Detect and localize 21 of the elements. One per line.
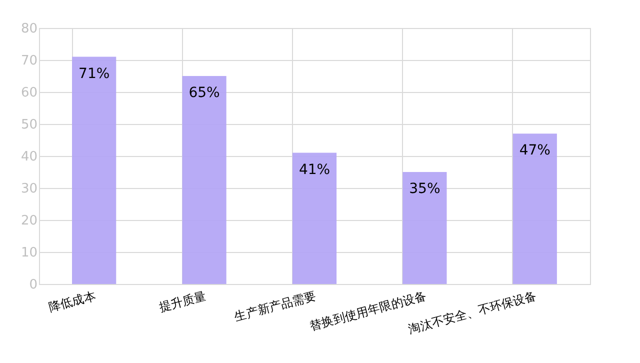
y-tick-label: 50 <box>20 118 38 132</box>
y-tick-label: 30 <box>20 182 38 196</box>
bar <box>72 56 116 284</box>
bar <box>292 152 337 284</box>
bar <box>182 76 226 284</box>
data-label: 65% <box>188 85 220 101</box>
data-label: 35% <box>409 181 440 197</box>
y-tick-label: 0 <box>29 278 38 292</box>
y-tick-label: 40 <box>20 150 38 164</box>
x-tick-label: 提升质量 <box>157 288 208 315</box>
y-tick-label: 20 <box>20 214 38 228</box>
data-label: 71% <box>78 66 110 82</box>
y-tick-label: 80 <box>20 22 38 36</box>
y-tick-label: 60 <box>20 86 38 100</box>
y-tick-label: 70 <box>20 54 38 68</box>
x-tick-label: 降低成本 <box>47 288 98 315</box>
bar <box>512 134 557 284</box>
y-tick-label: 10 <box>20 246 38 260</box>
data-label: 47% <box>519 142 550 159</box>
data-label: 41% <box>298 162 330 178</box>
bar <box>402 172 447 284</box>
